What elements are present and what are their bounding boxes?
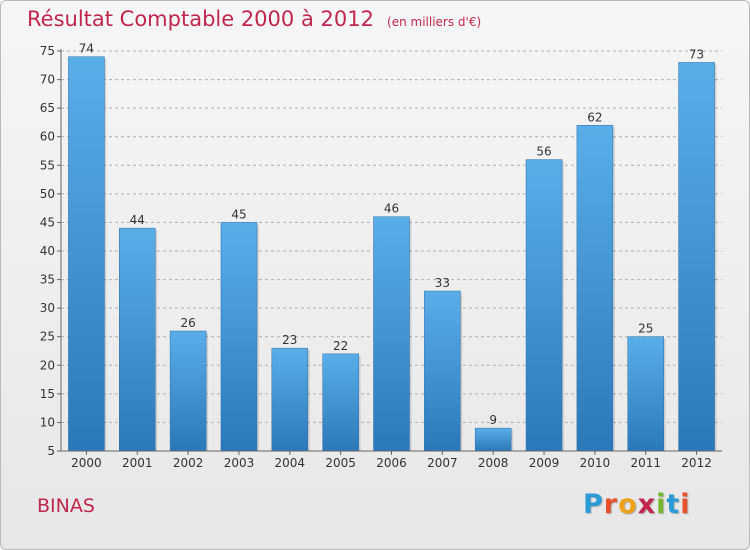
bar-2010 bbox=[576, 125, 614, 452]
bar-value-label: 56 bbox=[536, 145, 551, 159]
logo-letter: o bbox=[618, 489, 638, 520]
bar-2007 bbox=[424, 290, 461, 452]
bar-value-label: 44 bbox=[130, 213, 145, 227]
bar-value-label: 25 bbox=[638, 322, 653, 336]
bar-2008 bbox=[474, 427, 512, 452]
y-tick-label: 55 bbox=[40, 158, 55, 172]
bar-value-label: 46 bbox=[384, 202, 399, 216]
y-tick-label: 10 bbox=[40, 415, 55, 429]
x-tick-label: 2006 bbox=[376, 456, 407, 470]
commune-name: BINAS bbox=[37, 495, 95, 517]
bar-value-label: 62 bbox=[587, 110, 602, 124]
bar-2004 bbox=[271, 347, 309, 452]
x-tick-label: 2000 bbox=[71, 456, 102, 470]
bar-value-label: 22 bbox=[333, 339, 348, 353]
axes: 5 10 15 20 25 30 35 40 45 50 55 60 65 70 75 2000 2001 200… bbox=[40, 44, 722, 470]
bar-2003 bbox=[220, 222, 258, 452]
bar-2006 bbox=[373, 216, 410, 452]
bar-2012 bbox=[678, 62, 715, 452]
logo-letter: i bbox=[656, 489, 667, 520]
bars bbox=[68, 56, 717, 452]
y-tick-label: 5 bbox=[47, 444, 55, 458]
title-text: Résultat Comptable 2000 à 2012 bbox=[27, 7, 374, 31]
logo-letter: t bbox=[666, 489, 681, 520]
x-tick-label: 2004 bbox=[275, 456, 306, 470]
y-tick-label: 15 bbox=[40, 387, 55, 401]
subtitle-text: (en milliers d'€) bbox=[387, 15, 482, 29]
bar-value-label: 26 bbox=[180, 316, 195, 330]
y-tick-label: 45 bbox=[40, 215, 55, 229]
y-tick-label: 65 bbox=[40, 101, 55, 115]
proxiti-logo: Proxiti bbox=[583, 489, 691, 520]
bar-value-label: 45 bbox=[231, 207, 246, 221]
bar-value-label: 33 bbox=[435, 276, 450, 290]
y-tick-label: 75 bbox=[40, 44, 55, 58]
bar-2005 bbox=[322, 353, 359, 452]
y-tick-label: 35 bbox=[40, 273, 55, 287]
x-tick-label: 2009 bbox=[529, 456, 560, 470]
logo-letter: i bbox=[680, 489, 691, 520]
bar-2009 bbox=[525, 159, 563, 452]
bar-2011 bbox=[627, 336, 664, 452]
y-tick-label: 30 bbox=[40, 301, 55, 315]
chart-title: Résultat Comptable 2000 à 2012 (en milli… bbox=[27, 7, 481, 31]
y-tick-label: 40 bbox=[40, 244, 55, 258]
x-tick-label: 2001 bbox=[122, 456, 153, 470]
y-tick-label: 50 bbox=[40, 187, 55, 201]
x-tick-label: 2008 bbox=[478, 456, 509, 470]
logo-letter: x bbox=[637, 489, 657, 520]
y-tick-label: 25 bbox=[40, 330, 55, 344]
bar-value-label: 73 bbox=[689, 47, 704, 61]
logo-letter: P bbox=[583, 489, 604, 520]
y-tick-label: 70 bbox=[40, 73, 55, 87]
bar-value-label: 74 bbox=[79, 42, 94, 56]
x-tick-label: 2007 bbox=[427, 456, 458, 470]
x-tick-label: 2012 bbox=[681, 456, 712, 470]
x-tick-label: 2002 bbox=[173, 456, 204, 470]
y-tick-label: 60 bbox=[40, 130, 55, 144]
bar-2000 bbox=[68, 56, 105, 452]
bar-2001 bbox=[119, 227, 156, 452]
labels: 74 44 26 45 23 22 46 33 9 56 62 25 73 bbox=[79, 42, 704, 427]
bar-value-label: 9 bbox=[489, 413, 497, 427]
y-tick-label: 20 bbox=[40, 358, 55, 372]
x-tick-label: 2005 bbox=[325, 456, 356, 470]
x-tick-label: 2011 bbox=[630, 456, 661, 470]
x-tick-label: 2010 bbox=[580, 456, 611, 470]
bar-2002 bbox=[169, 330, 207, 452]
x-tick-label: 2003 bbox=[224, 456, 255, 470]
logo-letter: r bbox=[603, 489, 619, 520]
bar-value-label: 23 bbox=[282, 333, 297, 347]
